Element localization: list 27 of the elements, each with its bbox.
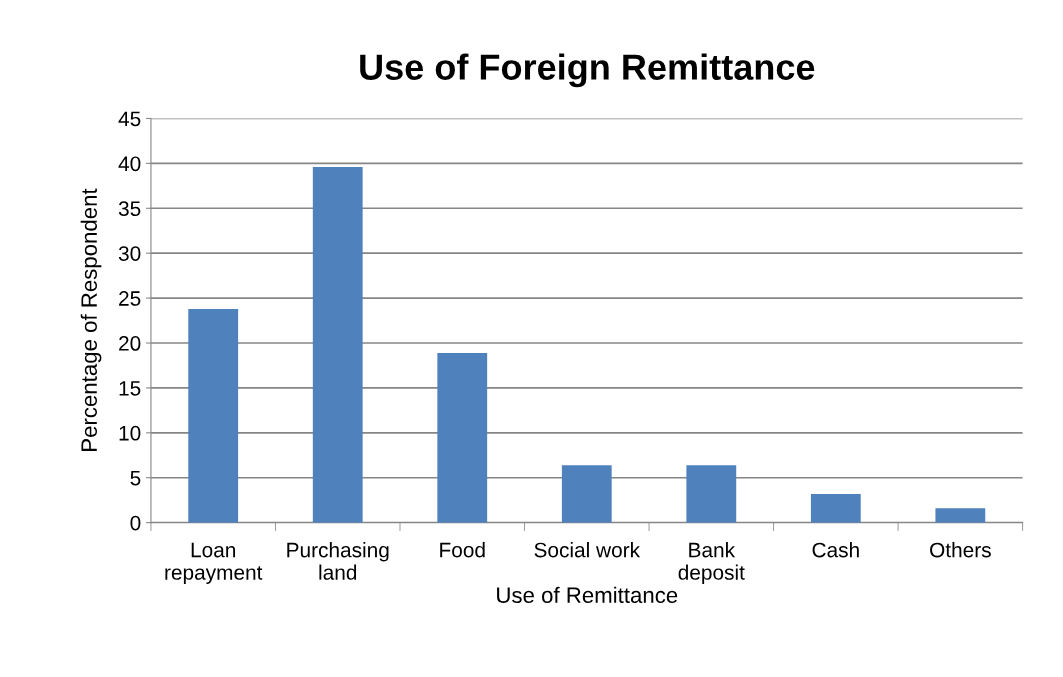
y-tick-label: 40 — [118, 156, 141, 172]
y-axis-title: Percentage of Respondent — [80, 188, 102, 451]
bar — [561, 465, 612, 523]
x-tick-label: Purchasing land — [287, 542, 389, 580]
x-tick-label: Others — [930, 542, 991, 558]
bar — [810, 493, 861, 523]
y-tick-label: 15 — [119, 381, 141, 396]
x-tick-label: Social work — [534, 542, 641, 558]
bar — [188, 308, 239, 523]
bar — [935, 508, 986, 523]
x-tick-label: Bank deposit — [678, 542, 745, 584]
bar — [312, 166, 363, 523]
x-tick-label: Loan repayment — [165, 542, 263, 584]
y-tick-label: 10 — [119, 425, 141, 441]
y-tick-label: 5 — [130, 470, 141, 486]
chart-title: Use of Foreign Remittance — [360, 53, 815, 88]
y-tick-label: 45 — [118, 111, 141, 127]
bar — [437, 352, 488, 523]
x-tick-label: Cash — [812, 542, 859, 558]
y-tick-label: 25 — [119, 291, 141, 306]
x-axis-title: Use of Remittance — [497, 586, 678, 604]
x-tick-label: Food — [440, 542, 485, 558]
y-tick-label: 20 — [119, 336, 141, 351]
y-tick-label: 35 — [118, 201, 141, 217]
bar — [686, 465, 737, 523]
y-tick-label: 0 — [130, 515, 141, 531]
y-tick-label: 30 — [118, 246, 141, 261]
